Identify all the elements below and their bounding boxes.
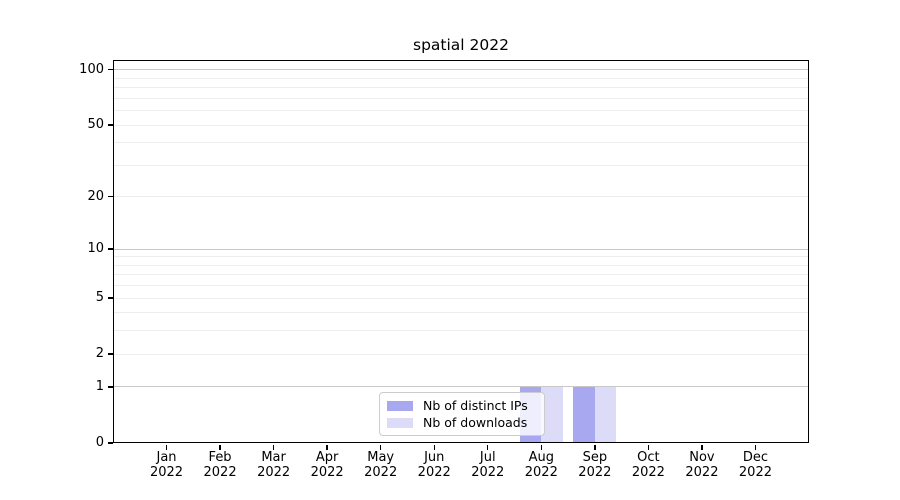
y-minor-gridline [113,196,809,198]
bar-sep-downloads [594,386,617,443]
x-tick-label: Apr 2022 [295,450,359,480]
y-tick-label: 10 [87,241,104,257]
y-tick-label: 5 [95,290,104,306]
x-tick-month: May [367,450,395,465]
chart-title: spatial 2022 [413,36,509,54]
y-minor-gridline [113,285,809,287]
bar-sep-distinct-ips [573,386,595,443]
legend-swatch [387,400,413,411]
x-tick-label: Jun 2022 [402,450,466,480]
x-tick-month: Dec [742,450,769,465]
y-minor-gridline [113,110,809,112]
x-tick-mark [540,444,542,450]
x-tick-month: Nov [689,450,715,465]
y-tick-mark [108,353,113,355]
x-tick-month: Jun [424,450,445,465]
x-tick-year: 2022 [631,464,665,480]
y-minor-gridline [113,264,809,266]
legend-swatch [387,417,413,428]
x-tick-label: Dec 2022 [723,450,787,480]
y-minor-gridline [113,274,809,276]
x-tick-label: Jul 2022 [456,450,520,480]
x-tick-label: Aug 2022 [509,450,573,480]
y-minor-gridline [113,97,809,99]
y-tick-mark [108,297,113,299]
x-tick-month: Mar [261,450,286,465]
y-minor-gridline [113,77,809,79]
y-tick-mark [108,124,113,126]
legend-item: Nb of downloads [387,414,536,431]
x-tick-month: Jul [479,450,496,465]
x-tick-mark [754,444,757,450]
y-minor-gridline [113,256,809,258]
y-minor-gridline [113,142,809,144]
x-tick-mark [701,444,703,450]
y-minor-gridline [113,164,809,166]
y-tick-label: 100 [79,61,104,77]
x-tick-label: Feb 2022 [188,450,252,480]
x-tick-month: Feb [208,450,232,465]
x-tick-year: 2022 [364,464,398,480]
y-tick-mark [108,386,113,388]
legend: Nb of distinct IPs Nb of downloads [379,392,545,436]
x-tick-label: Nov 2022 [670,450,734,480]
x-tick-mark [326,444,328,450]
x-tick-label: Oct 2022 [616,450,680,480]
x-tick-mark [487,444,489,450]
legend-item: Nb of distinct IPs [387,397,536,414]
y-tick-mark [108,69,113,71]
x-tick-month: Apr [315,450,339,465]
x-tick-label: May 2022 [349,450,413,480]
y-tick-mark [108,248,113,250]
x-tick-mark [219,444,221,450]
y-tick-mark [108,196,113,198]
y-tick-label: 2 [95,346,104,362]
legend-label: Nb of distinct IPs [423,398,528,413]
x-tick-year: 2022 [738,464,772,480]
x-tick-year: 2022 [471,464,505,480]
x-tick-month: Aug [528,450,554,465]
x-tick-year: 2022 [203,464,237,480]
x-tick-mark [647,444,650,450]
bar-aug-downloads [541,386,563,443]
x-tick-year: 2022 [310,464,344,480]
y-tick-label: 50 [87,117,104,133]
y-minor-gridline [113,124,809,126]
x-tick-mark [433,444,435,450]
y-minor-gridline [113,87,809,89]
y-major-gridline [113,248,809,250]
x-tick-year: 2022 [685,464,719,480]
x-tick-year: 2022 [149,464,184,480]
y-major-gridline [113,386,809,388]
x-tick-mark [379,444,382,450]
y-major-gridline [113,69,809,71]
legend-label: Nb of downloads [423,415,528,430]
y-minor-gridline [113,312,809,314]
x-tick-label: Sep 2022 [563,450,627,480]
x-tick-label: Mar 2022 [242,450,306,480]
x-tick-year: 2022 [524,464,558,480]
y-tick-label: 1 [95,378,104,394]
x-tick-mark [272,444,275,450]
x-tick-mark [165,444,168,450]
y-minor-gridline [113,297,809,299]
x-tick-year: 2022 [257,464,291,480]
y-tick-label: 0 [95,435,104,450]
y-minor-gridline [113,330,809,332]
x-tick-month: Sep [582,450,608,465]
x-tick-year: 2022 [578,464,612,480]
x-tick-month: Jan [156,450,177,465]
y-tick-mark [108,442,113,444]
y-tick-label: 20 [87,188,104,204]
x-tick-month: Oct [637,450,660,465]
x-tick-mark [594,444,596,450]
x-tick-label: Jan 2022 [135,450,199,480]
x-tick-year: 2022 [417,464,451,480]
y-minor-gridline [113,353,809,355]
plot-area [113,60,809,443]
